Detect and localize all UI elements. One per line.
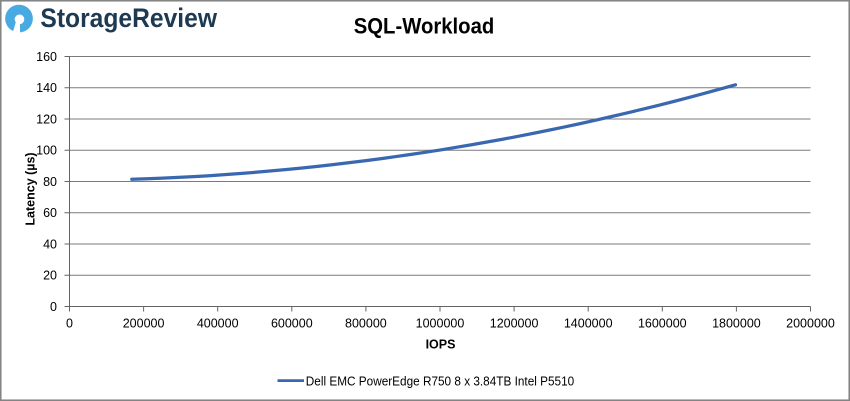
svg-text:100: 100 — [36, 144, 57, 158]
svg-text:400000: 400000 — [197, 317, 239, 331]
svg-text:Dell EMC PowerEdge R750 8 x 3.: Dell EMC PowerEdge R750 8 x 3.84TB Intel… — [306, 374, 574, 388]
svg-text:1400000: 1400000 — [564, 317, 613, 331]
svg-text:0: 0 — [66, 317, 73, 331]
svg-text:20: 20 — [43, 269, 57, 283]
svg-text:Latency (µs): Latency (µs) — [24, 152, 38, 225]
svg-text:SQL-Workload: SQL-Workload — [354, 14, 495, 39]
svg-text:IOPS: IOPS — [426, 337, 456, 351]
svg-text:800000: 800000 — [345, 317, 387, 331]
svg-text:120: 120 — [36, 112, 57, 126]
svg-text:600000: 600000 — [271, 317, 313, 331]
svg-text:2000000: 2000000 — [786, 317, 835, 331]
svg-text:200000: 200000 — [123, 317, 165, 331]
svg-text:1000000: 1000000 — [416, 317, 465, 331]
svg-text:160: 160 — [36, 50, 57, 64]
svg-text:1200000: 1200000 — [490, 317, 539, 331]
svg-text:40: 40 — [43, 237, 57, 251]
svg-text:1600000: 1600000 — [638, 317, 687, 331]
svg-text:80: 80 — [43, 175, 57, 189]
svg-text:1800000: 1800000 — [712, 317, 761, 331]
svg-text:140: 140 — [36, 81, 57, 95]
svg-text:0: 0 — [50, 300, 57, 314]
svg-text:60: 60 — [43, 206, 57, 220]
svg-text:StorageReview: StorageReview — [40, 3, 217, 33]
